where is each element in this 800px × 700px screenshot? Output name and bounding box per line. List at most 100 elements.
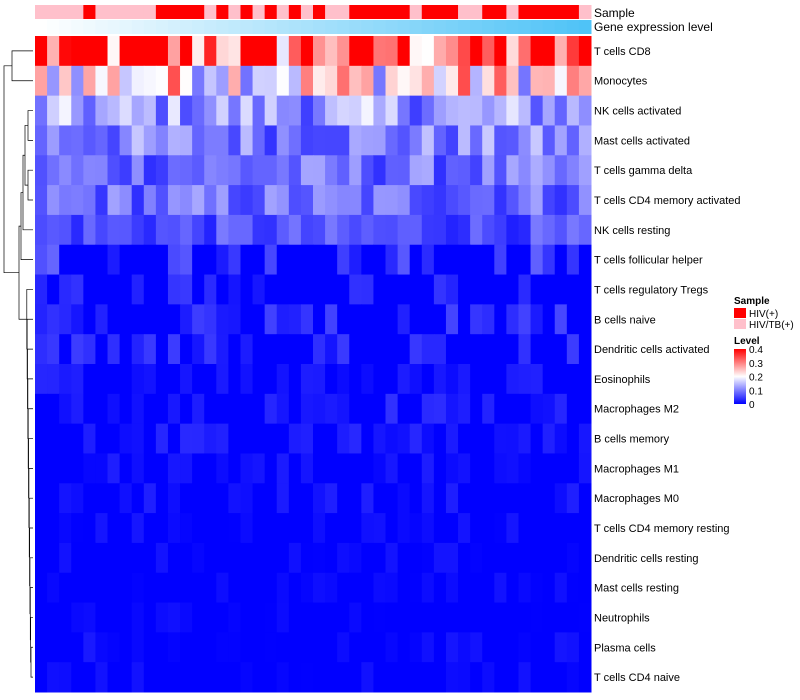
heatmap-cell (276, 65, 290, 97)
heatmap-cell (180, 662, 193, 693)
heatmap-cell (35, 155, 48, 186)
heatmap-cell (433, 453, 447, 484)
heatmap-cell (385, 155, 399, 186)
heatmap-cell (228, 95, 241, 126)
heatmap-cell (59, 304, 72, 335)
sample-annotation-cell (167, 5, 181, 19)
heatmap-cell (83, 542, 96, 574)
heatmap-cell (554, 155, 568, 186)
row-label: Plasma cells (594, 642, 656, 654)
heatmap-cell (409, 95, 423, 126)
row-label: Macrophages M0 (594, 493, 679, 505)
heatmap-cell (288, 423, 302, 454)
heatmap-cell (131, 602, 145, 633)
heatmap-cell (470, 244, 483, 276)
heatmap-cell (119, 65, 133, 97)
heatmap-cell (337, 423, 350, 454)
sample-annotation-cell (349, 5, 362, 19)
sample-annotation-cell (252, 5, 266, 19)
heatmap-cell (167, 453, 181, 484)
heatmap-cell (216, 244, 229, 276)
heatmap-cell (506, 304, 519, 335)
gene-expression-cell (494, 20, 507, 34)
heatmap-cell (107, 95, 121, 126)
heatmap-cell (494, 274, 507, 305)
heatmap-cell (325, 483, 338, 514)
heatmap-cell (47, 483, 60, 514)
sample-annotation-cell (71, 5, 84, 19)
heatmap-cell (47, 393, 60, 425)
heatmap-cell (95, 155, 109, 186)
heatmap-cell (47, 334, 60, 365)
heatmap-cell (530, 185, 544, 216)
heatmap-cell (470, 274, 483, 305)
heatmap-cell (180, 423, 193, 454)
heatmap-cell (143, 155, 157, 186)
heatmap-cell (578, 304, 592, 335)
heatmap-cell (119, 662, 133, 693)
sample-annotation-cell (566, 5, 580, 19)
heatmap-cell (143, 542, 157, 574)
heatmap-cell (433, 662, 447, 693)
heatmap-cell (252, 393, 266, 425)
heatmap-cell (167, 65, 181, 97)
heatmap-cell (313, 364, 326, 395)
heatmap-cell (325, 214, 338, 246)
sample-annotation-cell (518, 5, 532, 19)
heatmap-cell (167, 483, 181, 514)
heatmap-cell (288, 185, 302, 216)
sample-annotation-cell (83, 5, 96, 19)
heatmap-cell (566, 214, 580, 246)
gene-expression-cell (264, 20, 278, 34)
sample-annotation-cell (458, 5, 471, 19)
heatmap-cell (421, 513, 435, 544)
heatmap-cell (155, 95, 169, 126)
heatmap-cell (578, 65, 592, 97)
heatmap-cell (47, 572, 60, 604)
heatmap-cell (95, 662, 109, 693)
heatmap-cell (458, 393, 471, 425)
heatmap-cell (143, 244, 157, 276)
heatmap-cell (167, 632, 181, 663)
heatmap-cell (83, 662, 96, 693)
heatmap-cell (71, 662, 84, 693)
heatmap-cell (204, 304, 217, 335)
heatmap-cell (180, 244, 193, 276)
heatmap-cell (482, 423, 495, 454)
heatmap-cell (325, 155, 338, 186)
row-label: Dendritic cells resting (594, 553, 699, 565)
heatmap-cell (518, 572, 532, 604)
heatmap-cell (542, 304, 556, 335)
heatmap-cell (409, 513, 423, 544)
heatmap-cell (252, 36, 266, 67)
heatmap-cell (252, 274, 266, 305)
heatmap-cell (433, 274, 447, 305)
sample-annotation-cell (47, 5, 60, 19)
heatmap-cell (119, 95, 133, 126)
heatmap-cell (313, 304, 326, 335)
heatmap-cell (337, 364, 350, 395)
heatmap-cell (397, 185, 411, 216)
heatmap-cell (216, 304, 229, 335)
heatmap-cell (155, 214, 169, 246)
heatmap-cell (240, 214, 254, 246)
heatmap-cell (204, 632, 217, 663)
heatmap-cell (240, 36, 254, 67)
heatmap-cell (458, 274, 471, 305)
heatmap-cell (264, 274, 278, 305)
heatmap-cell (288, 453, 302, 484)
heatmap-cell (204, 334, 217, 365)
heatmap-cell (373, 155, 387, 186)
heatmap-cell (566, 632, 580, 663)
heatmap-cell (155, 274, 169, 305)
heatmap-cell (240, 453, 254, 484)
heatmap-cell (578, 155, 592, 186)
heatmap-cell (167, 244, 181, 276)
heatmap-cell (385, 483, 399, 514)
gene-expression-cell (373, 20, 387, 34)
heatmap-cell (143, 662, 157, 693)
heatmap-cell (204, 125, 217, 156)
heatmap-cell (264, 304, 278, 335)
heatmap-cell (554, 632, 568, 663)
gene-expression-cell (204, 20, 217, 34)
